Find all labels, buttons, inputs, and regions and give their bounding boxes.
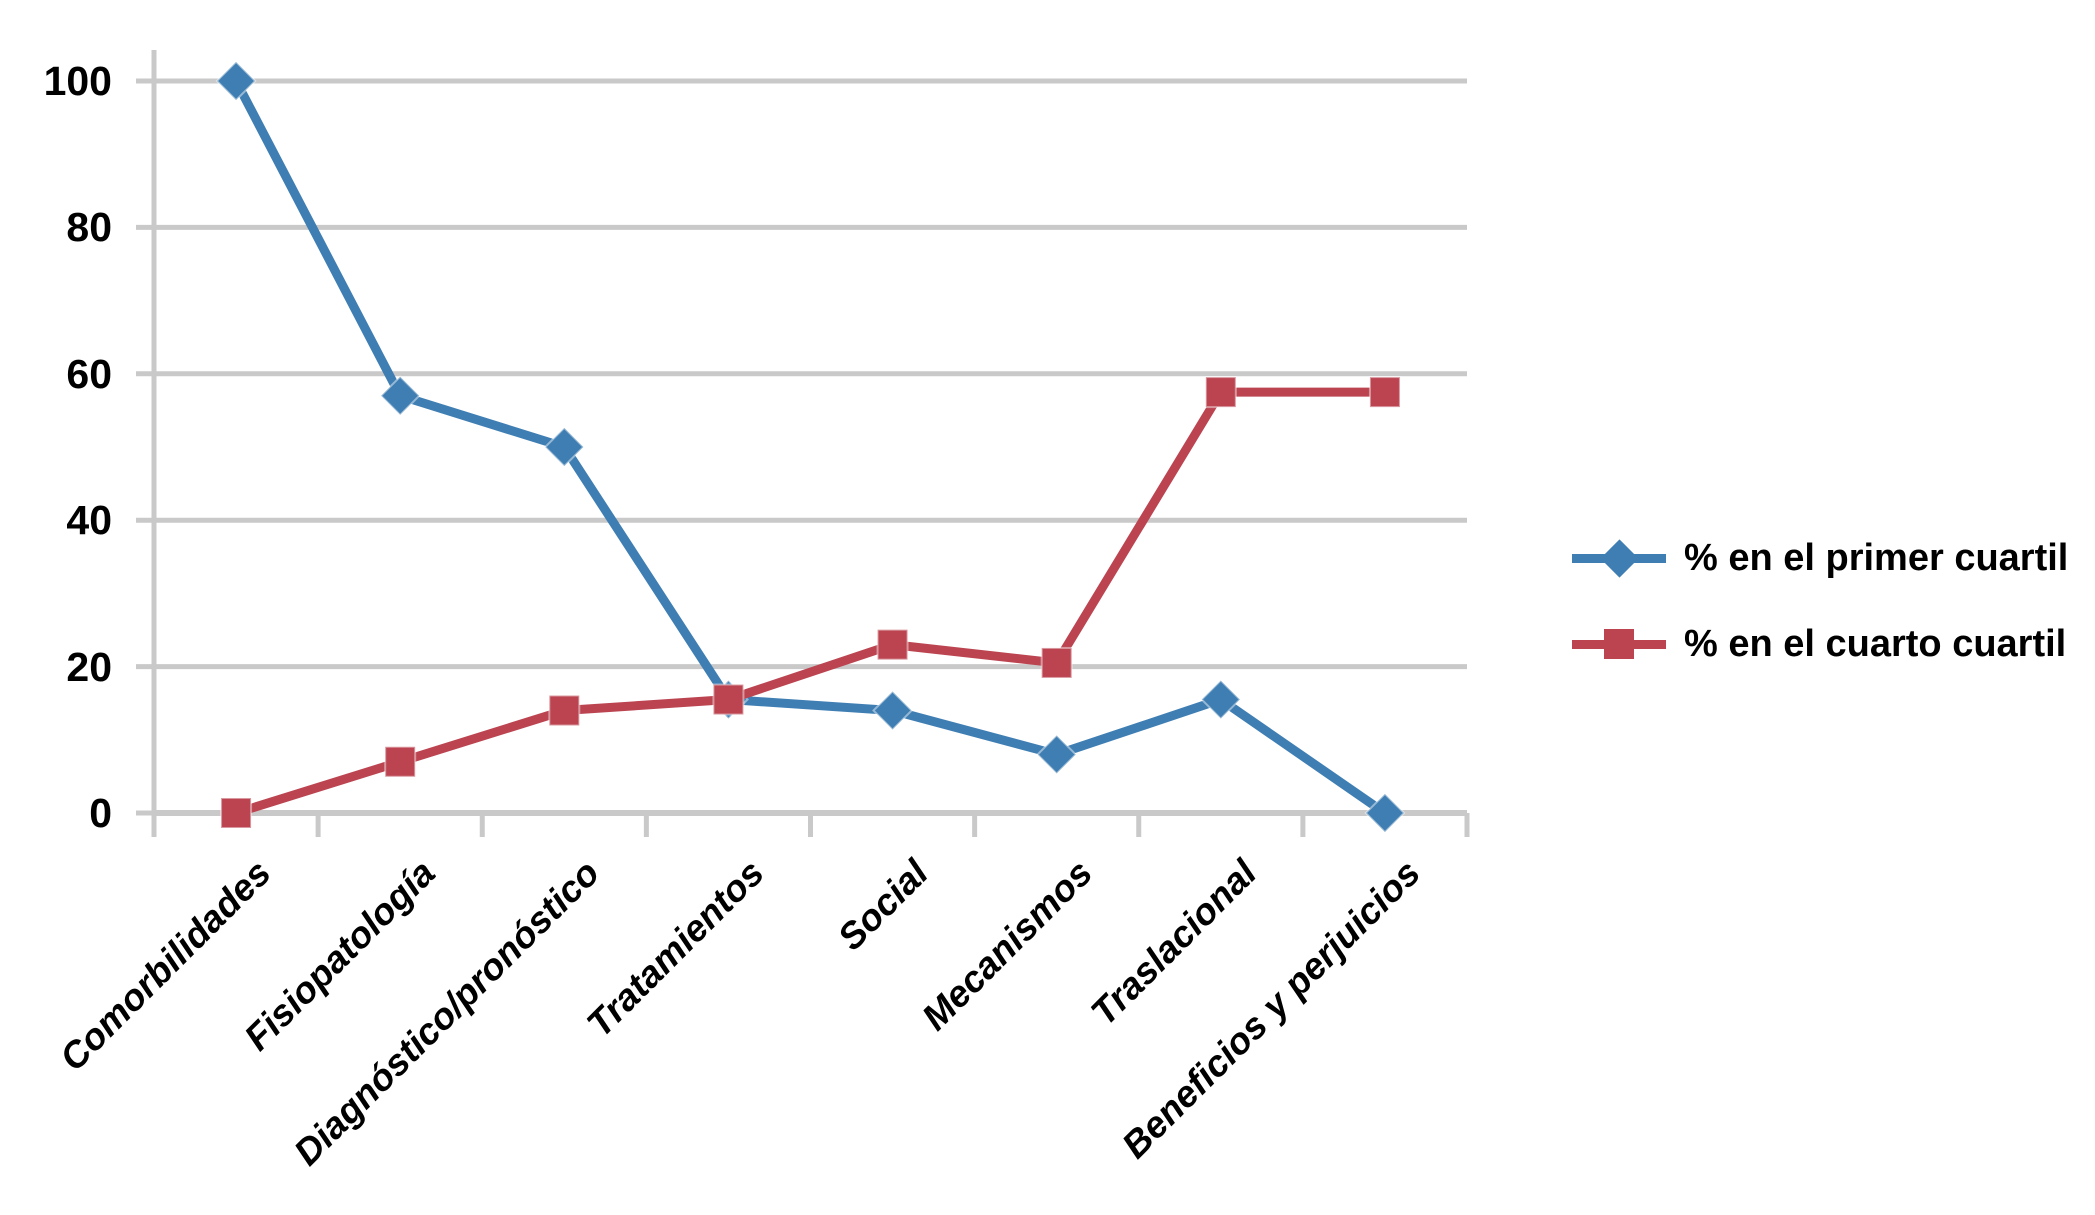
legend-key-primer-cuartil	[1572, 527, 1666, 589]
data-point-diamond-7	[1364, 792, 1406, 834]
data-point-square-5	[1040, 646, 1073, 679]
legend-label-cuarto-cuartil: % en el cuarto cuartil	[1684, 622, 2067, 665]
y-axis-label-60: 60	[66, 350, 112, 397]
diamond-marker-icon	[1599, 538, 1639, 578]
gridlines-group	[154, 78, 1467, 816]
data-point-square-4	[876, 628, 909, 661]
series-line-primer-cuartil	[231, 76, 1390, 818]
data-point-diamond-0	[215, 60, 257, 102]
data-point-square-1	[384, 745, 417, 778]
y-axis-label-20: 20	[66, 643, 112, 690]
legend: % en el primer cuartil % en el cuarto cu…	[1572, 527, 2068, 675]
data-point-diamond-6	[1200, 679, 1242, 721]
legend-label-primer-cuartil: % en el primer cuartil	[1684, 536, 2069, 579]
y-axis-label-40: 40	[66, 497, 112, 544]
data-point-square-0	[220, 797, 253, 829]
y-axis-label-0: 0	[89, 790, 112, 836]
series-group	[215, 60, 1406, 834]
legend-key-cuarto-cuartil	[1572, 613, 1666, 675]
data-point-square-2	[548, 694, 581, 727]
square-marker-icon	[1604, 629, 1634, 659]
data-point-diamond-5	[1036, 733, 1078, 775]
y-axis-label-100: 100	[43, 58, 112, 104]
legend-entry-primer-cuartil: % en el primer cuartil	[1572, 527, 2068, 589]
y-axis-label-80: 80	[66, 204, 112, 251]
series-line-cuarto-cuartil	[231, 387, 1390, 818]
data-point-square-3	[712, 683, 745, 716]
data-point-diamond-2	[543, 426, 585, 468]
data-point-diamond-4	[872, 690, 914, 732]
axes-group	[136, 50, 1470, 837]
data-point-diamond-1	[379, 375, 421, 417]
data-point-square-7	[1368, 376, 1401, 409]
legend-entry-cuarto-cuartil: % en el cuarto cuartil	[1572, 613, 2068, 675]
data-point-square-6	[1204, 376, 1237, 409]
